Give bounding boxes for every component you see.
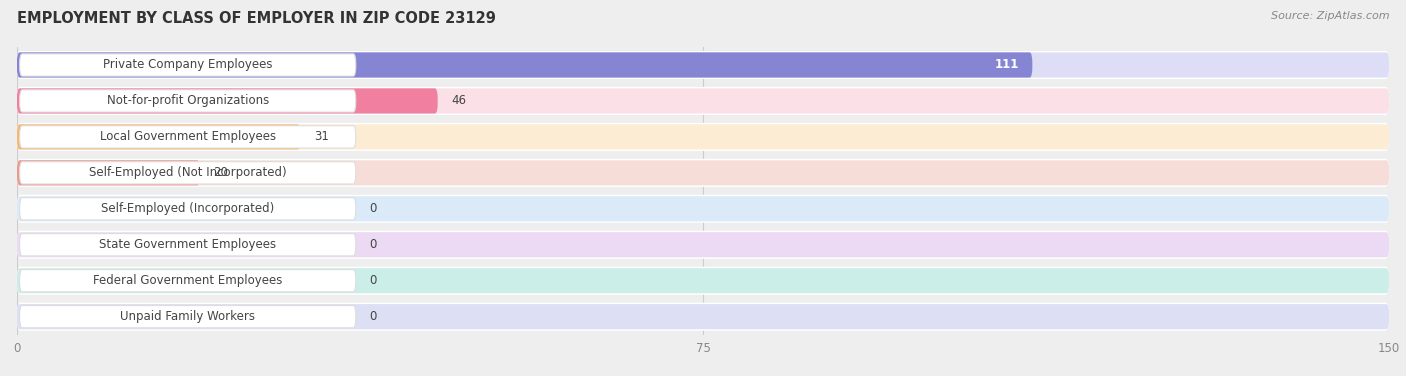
- FancyBboxPatch shape: [17, 159, 1389, 187]
- Text: State Government Employees: State Government Employees: [100, 238, 277, 251]
- FancyBboxPatch shape: [17, 88, 1389, 114]
- FancyBboxPatch shape: [17, 124, 301, 150]
- FancyBboxPatch shape: [17, 232, 1389, 257]
- Text: Self-Employed (Incorporated): Self-Employed (Incorporated): [101, 202, 274, 215]
- FancyBboxPatch shape: [17, 51, 1389, 79]
- Text: Self-Employed (Not Incorporated): Self-Employed (Not Incorporated): [89, 166, 287, 179]
- FancyBboxPatch shape: [20, 270, 356, 292]
- FancyBboxPatch shape: [17, 303, 1389, 331]
- FancyBboxPatch shape: [20, 126, 356, 148]
- FancyBboxPatch shape: [17, 160, 1389, 185]
- Text: 31: 31: [314, 130, 329, 143]
- Text: 46: 46: [451, 94, 467, 108]
- FancyBboxPatch shape: [17, 268, 1389, 293]
- Text: 111: 111: [994, 59, 1018, 71]
- FancyBboxPatch shape: [17, 52, 1032, 77]
- Text: 0: 0: [370, 202, 377, 215]
- FancyBboxPatch shape: [17, 88, 437, 114]
- FancyBboxPatch shape: [17, 87, 1389, 115]
- Text: Local Government Employees: Local Government Employees: [100, 130, 276, 143]
- FancyBboxPatch shape: [17, 123, 1389, 151]
- Text: Not-for-profit Organizations: Not-for-profit Organizations: [107, 94, 269, 108]
- Text: 0: 0: [370, 238, 377, 251]
- FancyBboxPatch shape: [17, 124, 1389, 150]
- FancyBboxPatch shape: [17, 195, 1389, 223]
- FancyBboxPatch shape: [17, 52, 1389, 77]
- FancyBboxPatch shape: [20, 306, 356, 328]
- Text: Private Company Employees: Private Company Employees: [103, 59, 273, 71]
- FancyBboxPatch shape: [20, 233, 356, 256]
- FancyBboxPatch shape: [17, 267, 1389, 295]
- Text: 0: 0: [370, 274, 377, 287]
- Text: EMPLOYMENT BY CLASS OF EMPLOYER IN ZIP CODE 23129: EMPLOYMENT BY CLASS OF EMPLOYER IN ZIP C…: [17, 11, 496, 26]
- FancyBboxPatch shape: [17, 231, 1389, 259]
- FancyBboxPatch shape: [17, 304, 1389, 329]
- Text: Federal Government Employees: Federal Government Employees: [93, 274, 283, 287]
- FancyBboxPatch shape: [20, 162, 356, 184]
- FancyBboxPatch shape: [17, 160, 200, 185]
- FancyBboxPatch shape: [20, 54, 356, 76]
- FancyBboxPatch shape: [17, 196, 1389, 221]
- Text: 0: 0: [370, 310, 377, 323]
- FancyBboxPatch shape: [20, 198, 356, 220]
- Text: 20: 20: [214, 166, 228, 179]
- FancyBboxPatch shape: [20, 90, 356, 112]
- Text: Source: ZipAtlas.com: Source: ZipAtlas.com: [1271, 11, 1389, 21]
- Text: Unpaid Family Workers: Unpaid Family Workers: [121, 310, 256, 323]
